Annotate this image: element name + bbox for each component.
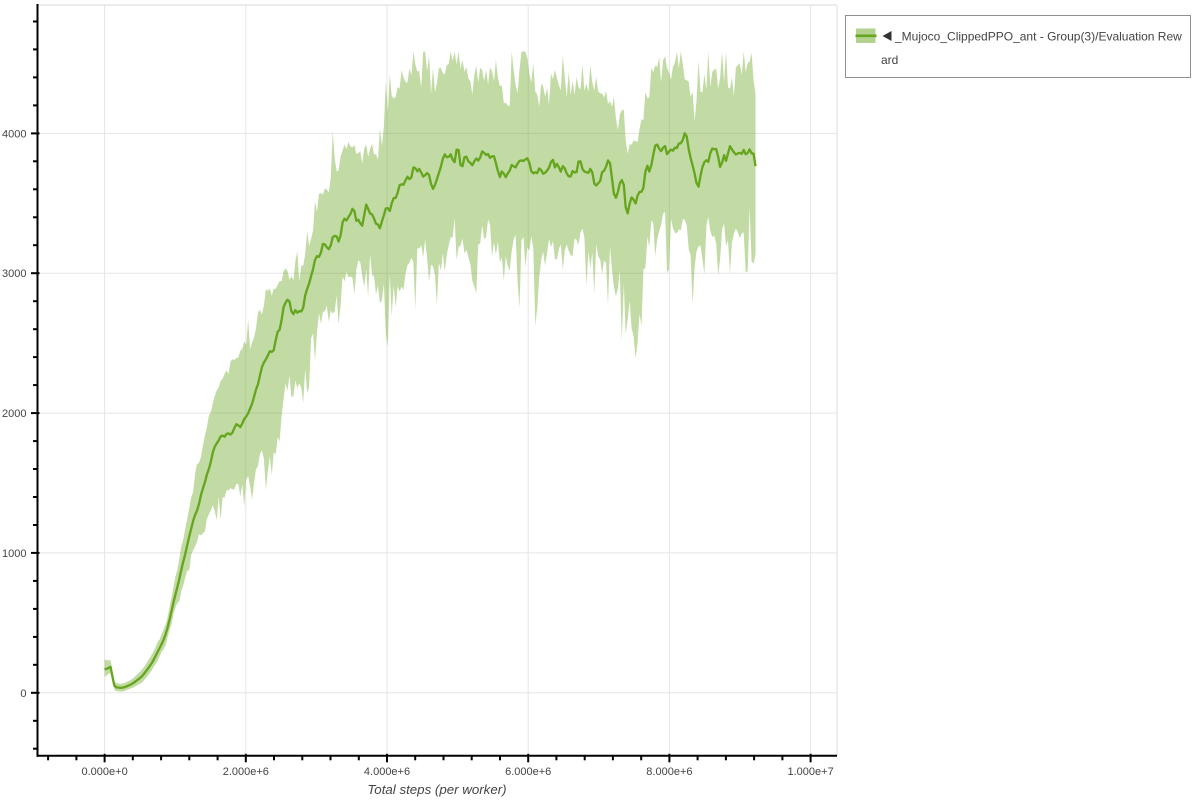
svg-text:0: 0	[20, 688, 26, 700]
svg-text:0.000e+0: 0.000e+0	[82, 766, 128, 778]
svg-text:4000: 4000	[2, 128, 26, 140]
svg-text:2.000e+6: 2.000e+6	[223, 766, 269, 778]
svg-text:8.000e+6: 8.000e+6	[646, 766, 692, 778]
svg-text:2000: 2000	[2, 408, 26, 420]
svg-text:3000: 3000	[2, 268, 26, 280]
svg-text:1000: 1000	[2, 548, 26, 560]
svg-text:6.000e+6: 6.000e+6	[505, 766, 551, 778]
svg-text:Total steps (per worker): Total steps (per worker)	[367, 782, 506, 797]
svg-text:4.000e+6: 4.000e+6	[364, 766, 410, 778]
svg-text:1.000e+7: 1.000e+7	[788, 766, 834, 778]
svg-text:ard: ard	[881, 53, 898, 67]
svg-text:_Mujoco_ClippedPPO_ant - Group: _Mujoco_ClippedPPO_ant - Group(3)/Evalua…	[894, 30, 1182, 44]
